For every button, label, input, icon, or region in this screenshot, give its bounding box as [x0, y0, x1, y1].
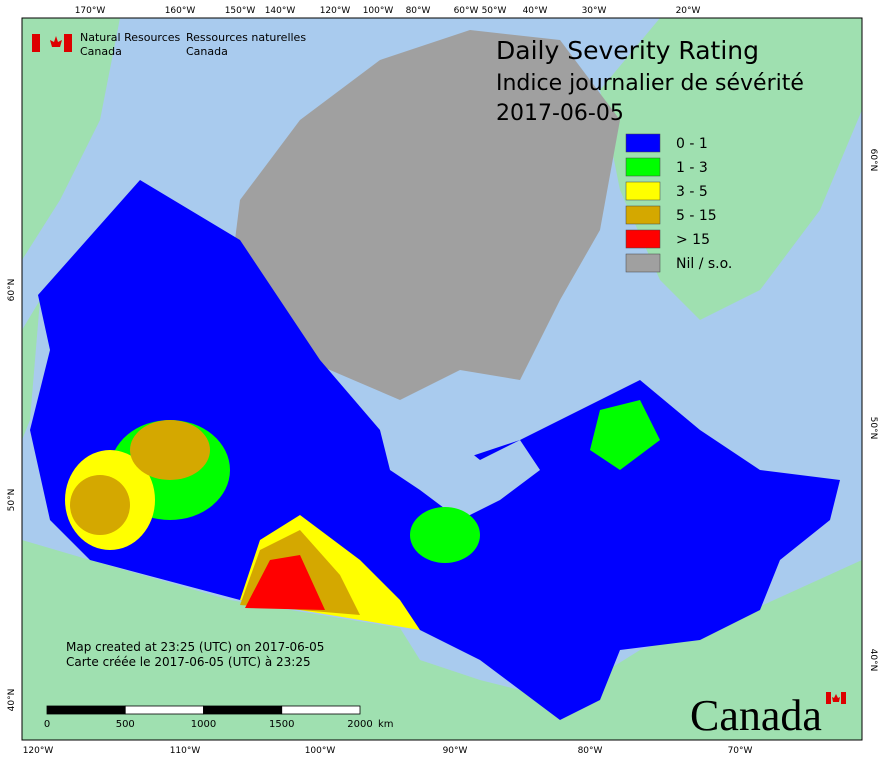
longitude-label: 60°W: [454, 6, 479, 16]
land-asia: [22, 18, 120, 260]
latitude-label: 60°N: [7, 279, 17, 302]
legend-swatch: [625, 157, 661, 177]
graticule-labels: 170°W 160°W 150°W 140°W 120°W 100°W 80°W 60°W 50…: [7, 6, 878, 756]
legend-swatch: [625, 229, 661, 249]
longitude-label: 140°W: [265, 6, 296, 16]
legend: 0 - 1 1 - 3 3 - 5 5 - 15 > 15 Nil / s.o.: [625, 133, 732, 273]
scale-segment: [203, 705, 283, 715]
scale-label: 2000: [347, 719, 372, 730]
fire-zone-red: [245, 555, 325, 610]
longitude-label: 120°W: [320, 6, 351, 16]
flag-bar: [64, 34, 72, 52]
legend-label: 0 - 1: [676, 136, 708, 152]
date: 2017-06-05: [496, 101, 624, 126]
title: Daily Severity Rating: [496, 36, 759, 65]
wordmark: Canada: [690, 691, 822, 740]
flag-bar: [32, 34, 40, 52]
legend-swatch: [625, 205, 661, 225]
latitude-label: 50°N: [868, 417, 878, 440]
longitude-label: 150°W: [225, 6, 256, 16]
title-block: Daily Severity Rating Indice journalier …: [496, 36, 804, 126]
latitude-label: 60°N: [868, 149, 878, 172]
longitude-label: 80°W: [406, 6, 431, 16]
map-frame: [21, 17, 863, 741]
fire-zone-orange: [70, 475, 130, 535]
legend-label: Nil / s.o.: [676, 256, 732, 272]
longitude-label: 170°W: [75, 6, 106, 16]
longitude-label: 100°W: [305, 746, 336, 756]
land-canada: [30, 180, 840, 720]
legend-swatch: [625, 133, 661, 153]
scale-segment: [124, 705, 204, 715]
legend-swatch: [625, 253, 661, 273]
scale-segment: [281, 705, 361, 715]
flag-bar: [826, 692, 831, 704]
latitude-label: 40°N: [868, 649, 878, 672]
maple-leaf: [50, 36, 62, 47]
latitude-label: 40°N: [7, 689, 17, 712]
org-name: Canada: [186, 45, 228, 58]
scale-segment: [46, 705, 126, 715]
longitude-label: 30°W: [582, 6, 607, 16]
scale-unit: km: [378, 719, 394, 730]
fire-zone-green: [590, 400, 660, 470]
credit-line: Carte créée le 2017-06-05 (UTC) à 23:25: [66, 655, 311, 669]
scale-label: 1500: [269, 719, 294, 730]
longitude-label: 70°W: [728, 746, 753, 756]
land-arctic: [230, 30, 620, 400]
longitude-label: 20°W: [676, 6, 701, 16]
longitude-label: 40°W: [523, 6, 548, 16]
scale-label: 500: [116, 719, 135, 730]
legend-label: 3 - 5: [676, 184, 708, 200]
scale-label: 0: [44, 719, 50, 730]
maple-leaf: [832, 694, 840, 702]
scale-label: 1000: [191, 719, 216, 730]
longitude-label: 90°W: [443, 746, 468, 756]
canada-wordmark: Canada: [690, 691, 846, 740]
longitude-label: 50°W: [482, 6, 507, 16]
title: Indice journalier de sévérité: [496, 71, 804, 96]
longitude-label: 100°W: [363, 6, 394, 16]
frame-border: [21, 17, 863, 741]
credits: Map created at 23:25 (UTC) on 2017-06-05…: [66, 640, 324, 669]
longitude-label: 80°W: [578, 746, 603, 756]
longitude-label: 120°W: [23, 746, 54, 756]
scale-bar: 0 500 1000 1500 2000 km: [44, 705, 394, 730]
org-name: Ressources naturelles: [186, 31, 306, 44]
land-greenland: [600, 18, 862, 320]
fire-zone-green: [410, 507, 480, 563]
longitude-label: 160°W: [165, 6, 196, 16]
land-usa: [22, 540, 862, 740]
flag-bar: [841, 692, 846, 704]
legend-swatch: [625, 181, 661, 201]
org-name: Canada: [80, 45, 122, 58]
hudson-bay: [380, 420, 540, 520]
land-alaska-coast: [22, 300, 40, 440]
latitude-label: 50°N: [7, 489, 17, 512]
legend-label: 1 - 3: [676, 160, 708, 176]
legend-label: > 15: [676, 232, 710, 248]
legend-label: 5 - 15: [676, 208, 717, 224]
nrcan-logo: Natural Resources Canada Ressources natu…: [32, 31, 306, 58]
credit-line: Map created at 23:25 (UTC) on 2017-06-05: [66, 640, 324, 654]
org-name: Natural Resources: [80, 31, 181, 44]
longitude-label: 110°W: [170, 746, 201, 756]
fire-zone-orange: [130, 420, 210, 480]
